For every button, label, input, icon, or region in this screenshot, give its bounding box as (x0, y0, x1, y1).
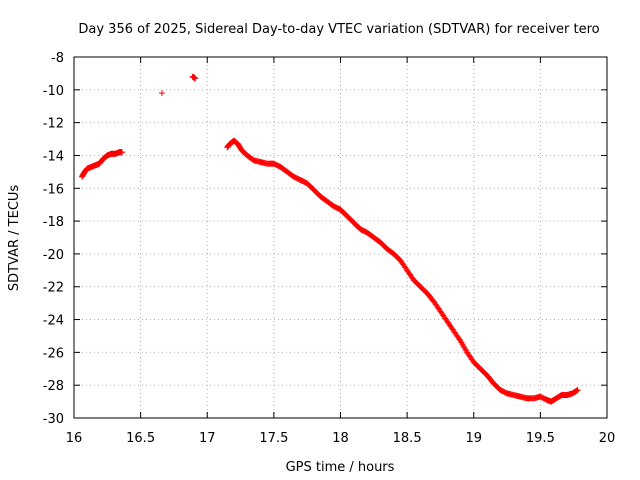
x-tick-label: 16 (66, 431, 83, 446)
y-tick-label: -26 (43, 346, 64, 361)
x-tick-label: 19.5 (526, 431, 555, 446)
grid-lines (74, 57, 607, 418)
x-tick-label: 17.5 (259, 431, 288, 446)
y-tick-label: -24 (43, 314, 64, 329)
y-tick-label: -30 (43, 412, 64, 427)
x-tick-label: 17 (199, 431, 216, 446)
x-tick-label: 19 (465, 431, 482, 446)
axis-ticks (73, 56, 608, 419)
x-tick-labels: 16 16.5 17 17.5 18 18.5 19 19.5 20 (66, 431, 616, 446)
y-tick-label: -8 (51, 51, 64, 66)
y-tick-label: -14 (43, 149, 64, 164)
y-axis-label: SDTVAR / TECUs (7, 185, 22, 292)
x-tick-label: 20 (599, 431, 616, 446)
x-tick-label: 16.5 (126, 431, 155, 446)
y-tick-label: -12 (43, 117, 64, 132)
x-tick-label: 18 (332, 431, 349, 446)
data-point (158, 90, 165, 97)
y-tick-label: -28 (43, 379, 64, 394)
chart-title: Day 356 of 2025, Sidereal Day-to-day VTE… (78, 22, 599, 37)
y-tick-label: -22 (43, 281, 64, 296)
y-tick-label: -18 (43, 215, 64, 230)
data-point (192, 75, 199, 82)
data-point (456, 336, 463, 343)
y-tick-label: -20 (43, 248, 64, 263)
data-point (118, 149, 125, 156)
data-point (574, 387, 581, 394)
x-tick-label: 18.5 (393, 431, 422, 446)
y-tick-label: -16 (43, 182, 64, 197)
data-points (78, 73, 581, 405)
x-axis-label: GPS time / hours (286, 460, 395, 475)
y-tick-labels: -30 -28 -26 -24 -22 -20 -18 -16 -14 -12 -10 -8 (43, 51, 64, 427)
y-tick-label: -10 (43, 84, 64, 99)
